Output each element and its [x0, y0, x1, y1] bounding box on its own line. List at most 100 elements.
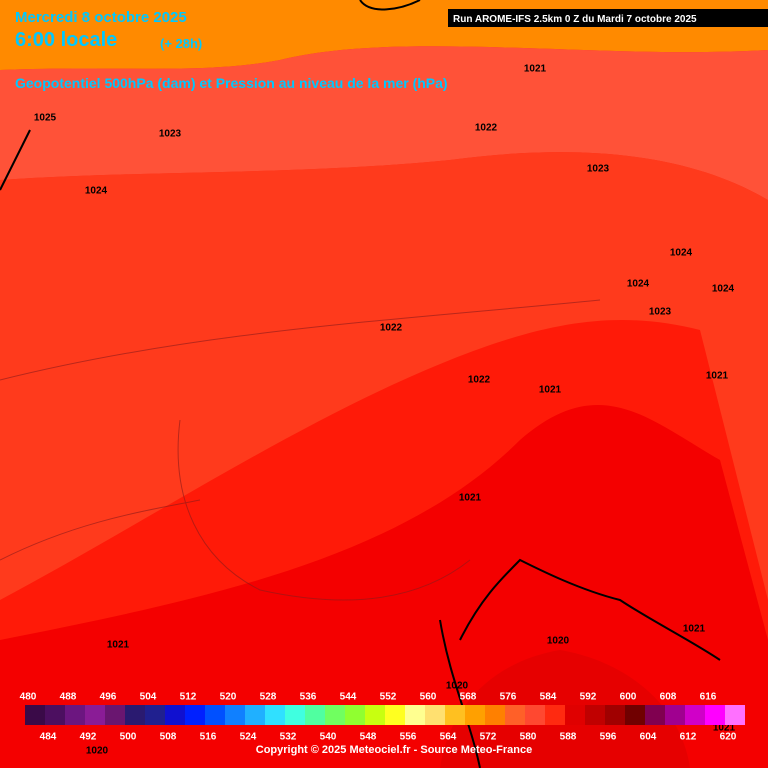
isobar-label: 1021: [539, 385, 562, 396]
scale-label: 556: [400, 732, 417, 743]
scale-label: 488: [60, 692, 77, 703]
isobar-label: 1020: [547, 636, 570, 647]
isobar-label: 1024: [85, 186, 108, 197]
isobar-label: 1022: [380, 323, 403, 334]
scale-label: 560: [420, 692, 437, 703]
scale-label: 540: [320, 732, 337, 743]
scale-swatch: [625, 705, 645, 725]
isobar-label: 1024: [712, 284, 735, 295]
scale-label: 608: [660, 692, 677, 703]
contours: [0, 299, 601, 601]
contour: [0, 499, 201, 561]
scale-label: 524: [240, 732, 257, 743]
isobar-label: 1025: [34, 113, 57, 124]
scale-swatch: [725, 705, 745, 725]
lead-time: (+ 28h): [160, 36, 202, 51]
scale-label: 612: [680, 732, 697, 743]
scale-label: 548: [360, 732, 377, 743]
isobar-label: 1021: [683, 624, 706, 635]
scale-swatch: [565, 705, 585, 725]
scale-label: 592: [580, 692, 597, 703]
scale-label: 600: [620, 692, 637, 703]
borders: [0, 0, 721, 769]
scale-swatch: [425, 705, 445, 725]
scale-label: 576: [500, 692, 517, 703]
scale-label: 520: [220, 692, 237, 703]
band-580: [0, 46, 768, 200]
scale-swatch: [85, 705, 105, 725]
scale-swatch: [25, 705, 45, 725]
scale-swatch: [265, 705, 285, 725]
run-info: Run AROME-IFS 2.5km 0 Z du Mardi 7 octob…: [453, 14, 697, 25]
isobar-label: 1021: [459, 493, 482, 504]
scale-label: 620: [720, 732, 737, 743]
scale-swatch: [185, 705, 205, 725]
scale-swatch: [685, 705, 705, 725]
scale-label: 588: [560, 732, 577, 743]
isobar-label: 1024: [627, 279, 650, 290]
isobar-label: 1021: [713, 723, 736, 734]
isobar-label: 1023: [649, 307, 672, 318]
border: [459, 558, 721, 661]
scale-label: 508: [160, 732, 177, 743]
scale-swatch: [325, 705, 345, 725]
scale-swatch: [145, 705, 165, 725]
scale-swatch: [705, 705, 725, 725]
subtitle: Geopotentiel 500hPa (dam) et Pression au…: [15, 75, 448, 91]
isobar-label: 1021: [706, 371, 729, 382]
scale-swatch: [385, 705, 405, 725]
date: Mercredi 8 octobre 2025: [15, 9, 187, 26]
scale-swatch: [465, 705, 485, 725]
scale-label: 532: [280, 732, 297, 743]
scale-label: 604: [640, 732, 657, 743]
scale-label: 516: [200, 732, 217, 743]
scale-swatch: [645, 705, 665, 725]
scale-label: 552: [380, 692, 397, 703]
scale-swatch: [505, 705, 525, 725]
scale-swatch: [485, 705, 505, 725]
scale-label: 504: [140, 692, 157, 703]
scale-swatch: [205, 705, 225, 725]
scale-swatch: [445, 705, 465, 725]
scale-swatch: [105, 705, 125, 725]
scale-swatch: [165, 705, 185, 725]
isobar-label: 1022: [475, 123, 498, 134]
scale-label: 580: [520, 732, 537, 743]
isobar-label: 1023: [159, 129, 182, 140]
scale-swatch: [525, 705, 545, 725]
scale-swatch: [245, 705, 265, 725]
border: [439, 619, 481, 769]
scale-label: 528: [260, 692, 277, 703]
scale-swatch: [305, 705, 325, 725]
scale-label: 572: [480, 732, 497, 743]
coastline: [0, 129, 31, 191]
scale-label: 536: [300, 692, 317, 703]
time: 6:00 locale: [15, 29, 117, 51]
run-box: [448, 9, 768, 27]
scale-swatch: [665, 705, 685, 725]
scale-label: 568: [460, 692, 477, 703]
scale-label: 484: [40, 732, 57, 743]
scale-label: 512: [180, 692, 197, 703]
scale-swatch: [605, 705, 625, 725]
scale-label: 500: [120, 732, 137, 743]
scale-swatch: [585, 705, 605, 725]
coastline: [359, 0, 421, 11]
scale-label: 544: [340, 692, 357, 703]
scale-swatch: [405, 705, 425, 725]
isobar-label: 1024: [670, 248, 693, 259]
scale-swatch: [365, 705, 385, 725]
scale-swatch: [285, 705, 305, 725]
scale-swatch: [45, 705, 65, 725]
isobar-label: 1020: [86, 746, 109, 757]
isobar-label: 1023: [587, 164, 610, 175]
scale-label: 480: [20, 692, 37, 703]
isobar-label: 1021: [107, 640, 130, 651]
isobar-label: 1021: [524, 64, 547, 75]
scale-label: 584: [540, 692, 557, 703]
scale-swatch: [345, 705, 365, 725]
scale-swatch: [225, 705, 245, 725]
scale-swatch: [65, 705, 85, 725]
contour: [177, 419, 471, 601]
